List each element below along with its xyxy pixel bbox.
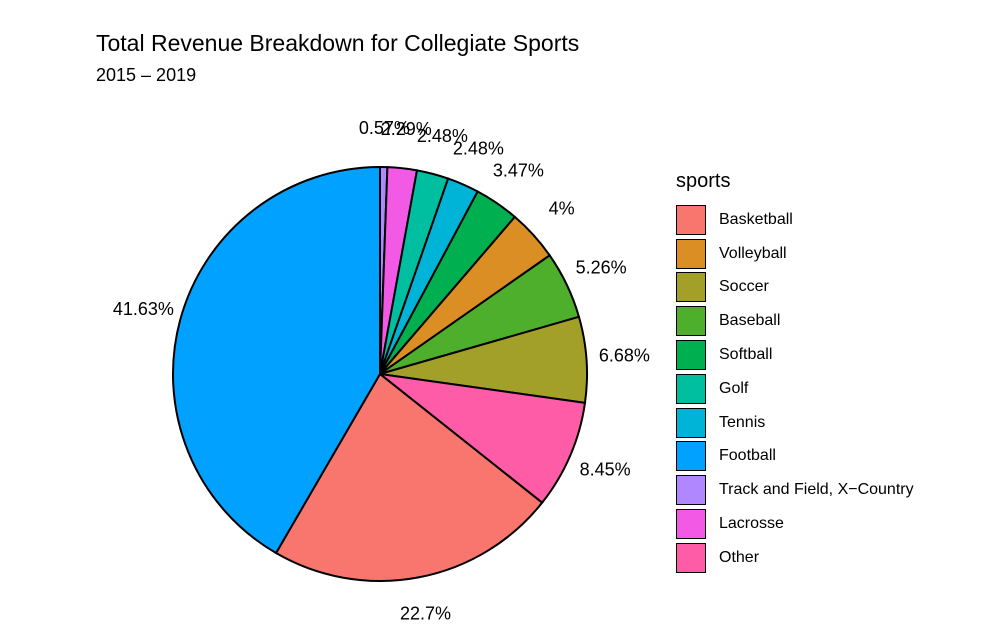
legend-swatch — [676, 340, 706, 371]
legend-swatch — [676, 238, 706, 269]
data-label-tennis: 2.48% — [453, 138, 504, 158]
legend-swatch — [676, 407, 706, 438]
chart-subtitle: 2015 – 2019 — [96, 65, 197, 85]
chart-title: Total Revenue Breakdown for Collegiate S… — [96, 30, 580, 56]
legend-label: Lacrosse — [719, 515, 784, 533]
pie-slice-basketball — [274, 372, 544, 582]
legend-swatch — [676, 204, 706, 235]
legend-item-basketball: Basketball — [676, 203, 914, 237]
data-label-soccer: 6.68% — [599, 346, 650, 366]
legend-item-golf: Golf — [676, 372, 914, 406]
legend-item-other: Other — [676, 541, 914, 575]
legend-item-football: Football — [676, 440, 914, 474]
legend-swatch — [676, 509, 706, 540]
legend-label: Track and Field, X−Country — [719, 481, 914, 499]
data-label-football: 41.63% — [113, 299, 174, 319]
legend-item-soccer: Soccer — [676, 271, 914, 305]
data-label-other: 8.45% — [580, 459, 631, 479]
legend-label: Softball — [719, 346, 773, 364]
legend-label: Football — [719, 447, 776, 465]
legend-label: Baseball — [719, 312, 781, 330]
legend-item-track-and-field-x-country: Track and Field, X−Country — [676, 473, 914, 507]
legend-swatch — [676, 373, 706, 404]
legend: sports Basketball Volleyball Soccer Basebal… — [676, 170, 914, 575]
pie-slice-football — [172, 165, 381, 555]
pie-slice-other — [376, 372, 587, 505]
legend-swatch — [676, 441, 706, 472]
legend-swatch — [676, 475, 706, 506]
legend-item-tennis: Tennis — [676, 406, 914, 440]
legend-label: Basketball — [719, 210, 793, 228]
legend-item-volleyball: Volleyball — [676, 237, 914, 271]
data-label-softball: 3.47% — [493, 161, 544, 181]
data-label-golf: 2.48% — [417, 126, 468, 146]
legend-swatch — [676, 272, 706, 303]
legend-label: Other — [719, 548, 760, 566]
data-label-baseball: 5.26% — [576, 257, 627, 277]
legend-item-baseball: Baseball — [676, 304, 914, 338]
legend-label: Tennis — [719, 413, 766, 431]
data-label-basketball: 22.7% — [400, 603, 451, 623]
data-label-volleyball: 4% — [549, 198, 575, 218]
legend-label: Golf — [719, 379, 749, 397]
legend-item-lacrosse: Lacrosse — [676, 507, 914, 541]
legend-title: sports — [676, 170, 731, 192]
data-label-lacrosse: 2.29% — [381, 119, 432, 139]
legend-swatch — [676, 306, 706, 337]
legend-swatch — [676, 542, 706, 573]
data-label-track-and-field-x-country: 0.57% — [359, 118, 410, 138]
legend-label: Soccer — [719, 278, 769, 296]
legend-label: Volleyball — [719, 244, 787, 262]
legend-item-softball: Softball — [676, 338, 914, 372]
